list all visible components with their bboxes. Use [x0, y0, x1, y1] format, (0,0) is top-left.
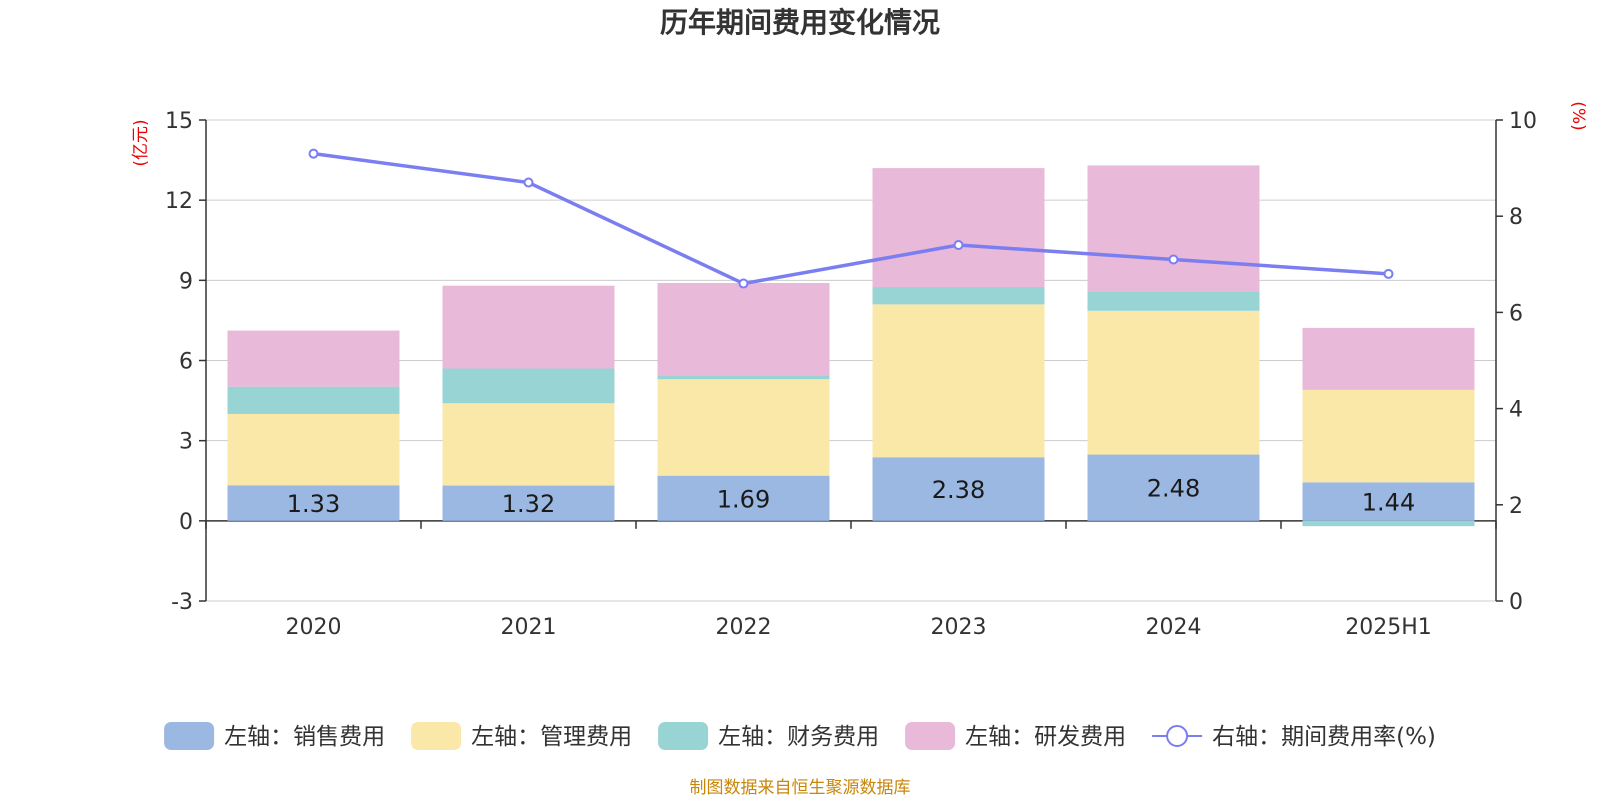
legend-swatch [658, 722, 709, 750]
bar-series4-2021 [442, 285, 615, 369]
rate-line-path [313, 151, 1389, 286]
bar-series1-2023 [872, 457, 1045, 521]
x-tick-label: 2020 [286, 615, 342, 640]
left-axis-unit: (亿元) [131, 119, 151, 166]
bar-series2-2023 [872, 304, 1045, 458]
bar-series3-2025H1 [1302, 520, 1475, 527]
right-tick-label: 2 [1509, 494, 1523, 519]
x-tick-label: 2021 [501, 615, 557, 640]
bar-series1-2025H1 [1302, 482, 1475, 521]
bars [227, 165, 1475, 527]
rate-point-2025H1 [1383, 268, 1394, 279]
right-tick-label: 10 [1509, 109, 1537, 134]
legend-label: 左轴：研发费用 [965, 724, 1126, 750]
left-tick-label: 15 [165, 109, 193, 134]
bar-series1-2021 [442, 485, 615, 521]
data-label-2020: 1.33 [287, 490, 340, 518]
grid [206, 119, 1496, 602]
left-tick-label: 6 [179, 350, 193, 375]
x-tick-label: 2023 [931, 615, 987, 640]
bar-series4-2022 [657, 283, 830, 376]
left-tick-label: 12 [165, 189, 193, 214]
right-tick-label: 4 [1509, 398, 1523, 423]
left-tick-label: -3 [171, 590, 193, 615]
legend-swatch-marker [1166, 725, 1189, 747]
bar-series4-2020 [227, 330, 400, 387]
data-labels: 1.33 1.32 1.69 2.38 2.48 1.44 [287, 475, 1415, 518]
data-label-2021: 1.32 [502, 490, 555, 518]
right-axis-unit: (%) [1568, 101, 1588, 130]
legend-label: 左轴：管理费用 [471, 724, 632, 750]
chart-title: 历年期间费用变化情况 [660, 6, 940, 39]
bar-series2-2022 [657, 379, 830, 476]
rate-point-2024 [1168, 254, 1179, 265]
data-label-2025H1: 1.44 [1362, 489, 1415, 517]
rate-point-2022 [738, 278, 749, 289]
bar-series4-2025H1 [1302, 327, 1475, 390]
right-tick-label: 6 [1509, 301, 1523, 326]
bar-series3-2024 [1087, 291, 1260, 311]
data-label-2023: 2.38 [932, 476, 985, 504]
bar-series4-2024 [1087, 165, 1260, 292]
bar-series1-2020 [227, 485, 400, 521]
left-tick-label: 3 [179, 430, 193, 455]
right-tick-label: 8 [1509, 205, 1523, 230]
legend-label: 右轴：期间费用率(%) [1212, 724, 1436, 750]
rate-point-2023 [953, 240, 964, 251]
bar-series3-2020 [227, 386, 400, 414]
legend-swatch [411, 722, 462, 750]
data-label-2024: 2.48 [1147, 475, 1200, 503]
rate-point-2020 [308, 148, 319, 159]
x-tick-label: 2022 [716, 615, 772, 640]
legend-label: 左轴：销售费用 [224, 724, 385, 750]
source-note: 制图数据来自恒生聚源数据库 [690, 778, 911, 798]
bar-series4-2023 [872, 168, 1045, 288]
rate-point-2021 [523, 177, 534, 188]
bar-series2-2021 [442, 403, 615, 486]
right-tick-label: 0 [1509, 590, 1523, 615]
bar-series1-2022 [657, 475, 830, 521]
bar-series2-2025H1 [1302, 389, 1475, 483]
bar-series3-2022 [657, 375, 830, 380]
left-tick-label: 9 [179, 269, 193, 294]
legend-label: 左轴：财务费用 [718, 724, 879, 750]
x-tick-label: 2025H1 [1345, 615, 1432, 640]
x-tick-label: 2024 [1146, 615, 1202, 640]
axes: -3 0 3 6 9 12 15 0 2 4 6 8 10 2020 2021 2022 2023 2024 202… [165, 109, 1537, 640]
data-label-2022: 1.69 [717, 485, 770, 513]
bar-series2-2020 [227, 413, 400, 486]
legend-swatch [164, 722, 215, 750]
bar-series3-2023 [872, 287, 1045, 305]
legend: 左轴：销售费用 左轴：管理费用 左轴：财务费用 左轴：研发费用 右轴：期间费用率(%) [164, 722, 1436, 750]
left-tick-label: 0 [179, 510, 193, 535]
bar-series3-2021 [442, 368, 615, 404]
rate-line [308, 148, 1394, 289]
bar-series2-2024 [1087, 310, 1260, 455]
legend-swatch [905, 722, 956, 750]
bar-series1-2024 [1087, 454, 1260, 521]
